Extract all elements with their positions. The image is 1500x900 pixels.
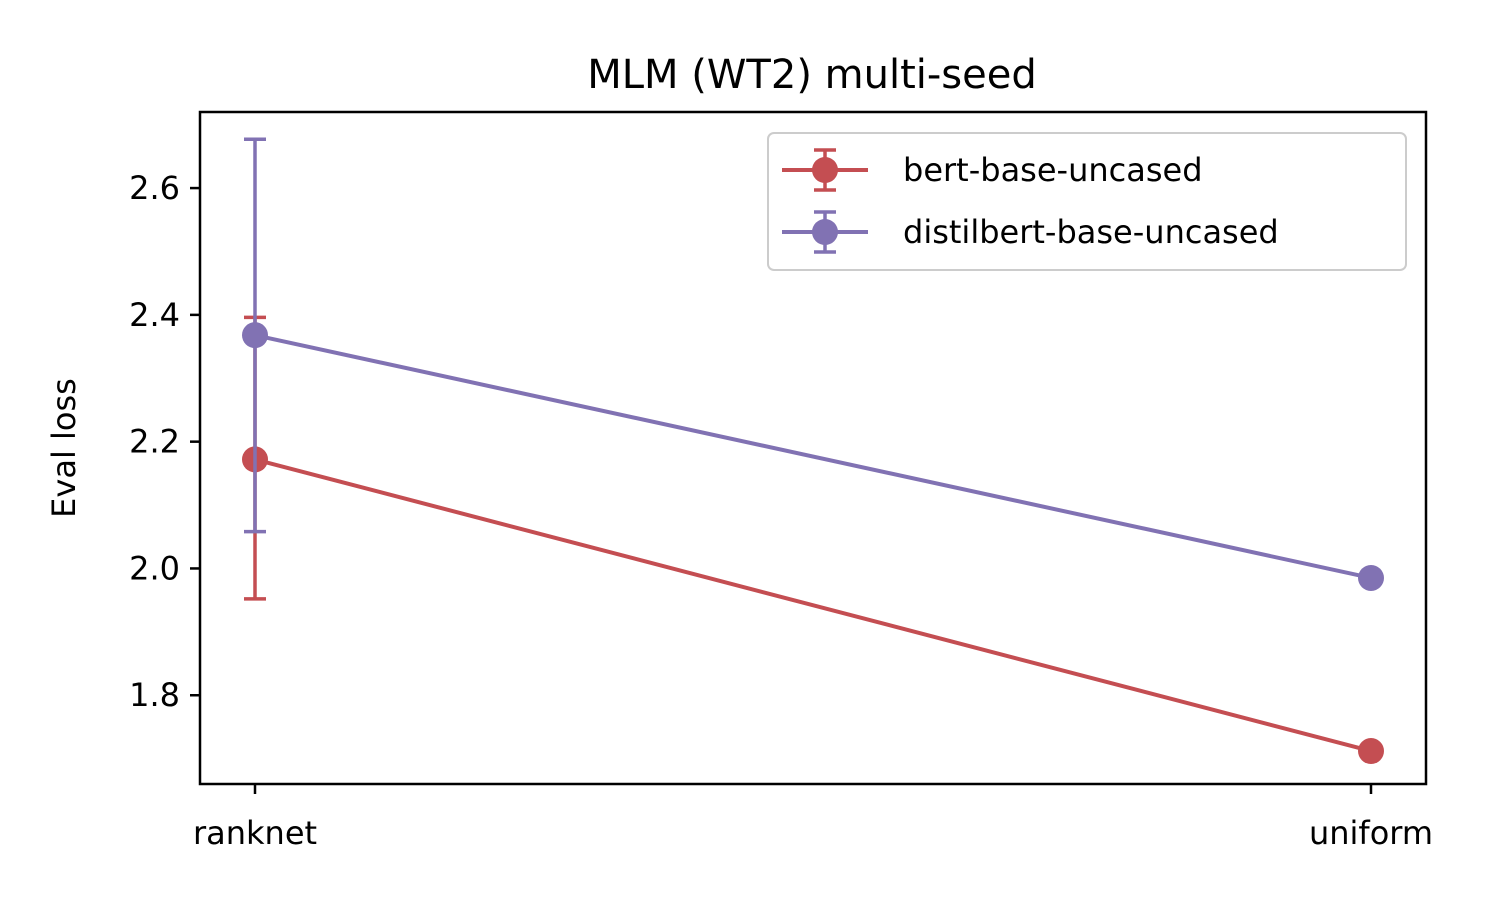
legend-label: bert-base-uncased: [903, 151, 1203, 189]
x-tick-label: ranknet: [193, 814, 317, 852]
y-tick-label: 2.6: [129, 169, 180, 207]
plot-area: [242, 137, 1384, 765]
data-point: [242, 322, 268, 349]
legend: bert-base-uncased distilbert-base-uncased: [767, 132, 1407, 271]
data-point: [1358, 564, 1384, 591]
y-tick-label: 2.4: [129, 296, 180, 334]
y-axis-label: Eval loss: [45, 378, 83, 518]
data-point: [1358, 738, 1384, 765]
x-tick-label: uniform: [1309, 814, 1433, 852]
series-line: [254, 333, 1372, 580]
chart-title: MLM (WT2) multi-seed: [587, 52, 1037, 98]
series-line: [254, 457, 1372, 753]
legend-box: [767, 132, 1407, 271]
y-tick-label: 1.8: [129, 676, 180, 714]
y-tick-label: 2.2: [129, 423, 180, 461]
legend-marker: [812, 219, 838, 245]
legend-marker: [812, 157, 838, 183]
axes: 1.8 2.0 2.2 2.4 2.6 ranknet uniform: [129, 169, 1433, 852]
legend-label: distilbert-base-uncased: [903, 213, 1279, 251]
plot-frame: [198, 110, 1428, 786]
y-tick-label: 2.0: [129, 549, 180, 587]
